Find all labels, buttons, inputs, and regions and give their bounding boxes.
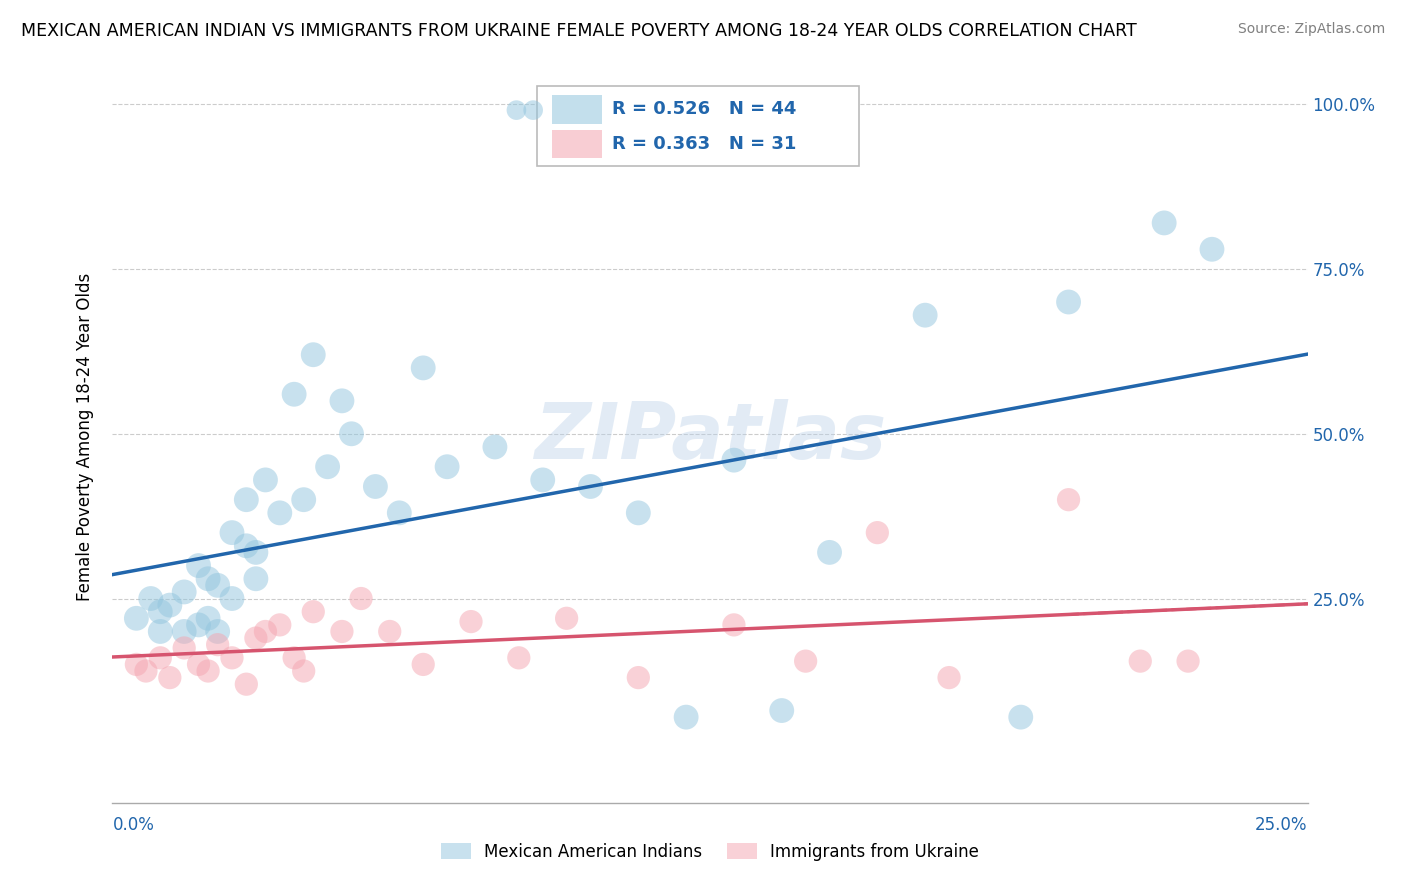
Point <box>173 585 195 599</box>
Point <box>235 539 257 553</box>
Point <box>1129 654 1152 668</box>
Point <box>818 545 841 559</box>
Point <box>302 605 325 619</box>
Point <box>187 558 209 573</box>
Point <box>1153 216 1175 230</box>
Point <box>292 492 315 507</box>
Point <box>531 473 554 487</box>
Point <box>283 650 305 665</box>
Point <box>1057 492 1080 507</box>
Point <box>135 664 157 678</box>
Text: R = 0.526   N = 44: R = 0.526 N = 44 <box>612 101 796 119</box>
Text: MEXICAN AMERICAN INDIAN VS IMMIGRANTS FROM UKRAINE FEMALE POVERTY AMONG 18-24 YE: MEXICAN AMERICAN INDIAN VS IMMIGRANTS FR… <box>21 22 1137 40</box>
Point <box>388 506 411 520</box>
Point <box>378 624 401 639</box>
Point <box>292 664 315 678</box>
Point <box>159 671 181 685</box>
Point <box>1010 710 1032 724</box>
Point <box>125 611 148 625</box>
Point <box>254 624 277 639</box>
Point <box>245 572 267 586</box>
Point <box>330 624 353 639</box>
Point <box>207 638 229 652</box>
Point <box>1177 654 1199 668</box>
Point <box>412 360 434 375</box>
Text: Source: ZipAtlas.com: Source: ZipAtlas.com <box>1237 22 1385 37</box>
Point <box>139 591 162 606</box>
Point <box>197 664 219 678</box>
Point <box>187 618 209 632</box>
Point <box>207 624 229 639</box>
Text: 25.0%: 25.0% <box>1256 816 1308 834</box>
Point <box>221 525 243 540</box>
Point <box>173 640 195 655</box>
Point <box>159 598 181 612</box>
Point <box>508 650 530 665</box>
Point <box>149 605 172 619</box>
Point <box>330 393 353 408</box>
Point <box>283 387 305 401</box>
Point <box>197 572 219 586</box>
Point <box>207 578 229 592</box>
Point <box>221 650 243 665</box>
Point <box>125 657 148 672</box>
Point <box>555 611 578 625</box>
Point <box>350 591 373 606</box>
Point <box>221 591 243 606</box>
Point <box>302 348 325 362</box>
Point <box>723 618 745 632</box>
Point <box>723 453 745 467</box>
Point <box>1201 242 1223 256</box>
Point <box>364 479 387 493</box>
Point <box>938 671 960 685</box>
Point <box>866 525 889 540</box>
Point <box>235 492 257 507</box>
Point <box>149 650 172 665</box>
Point <box>340 426 363 441</box>
Text: R = 0.363   N = 31: R = 0.363 N = 31 <box>612 135 796 153</box>
Point <box>484 440 506 454</box>
Point <box>579 479 602 493</box>
Point <box>316 459 339 474</box>
FancyBboxPatch shape <box>553 130 603 159</box>
FancyBboxPatch shape <box>553 95 603 124</box>
Point <box>914 308 936 322</box>
Text: ZIPatlas: ZIPatlas <box>534 399 886 475</box>
Text: 0.0%: 0.0% <box>112 816 155 834</box>
Legend: Mexican American Indians, Immigrants from Ukraine: Mexican American Indians, Immigrants fro… <box>434 837 986 868</box>
Point <box>245 545 267 559</box>
Point <box>412 657 434 672</box>
Point <box>269 506 291 520</box>
Point <box>460 615 482 629</box>
Point <box>173 624 195 639</box>
Point <box>794 654 817 668</box>
Point <box>1057 295 1080 310</box>
Point <box>254 473 277 487</box>
Point <box>187 657 209 672</box>
Y-axis label: Female Poverty Among 18-24 Year Olds: Female Poverty Among 18-24 Year Olds <box>76 273 94 601</box>
Point <box>149 624 172 639</box>
Point <box>627 671 650 685</box>
Point <box>436 459 458 474</box>
Point <box>235 677 257 691</box>
Point <box>627 506 650 520</box>
Point <box>245 631 267 645</box>
Point <box>269 618 291 632</box>
FancyBboxPatch shape <box>537 86 859 167</box>
Point <box>197 611 219 625</box>
Point <box>770 704 793 718</box>
Point <box>675 710 697 724</box>
